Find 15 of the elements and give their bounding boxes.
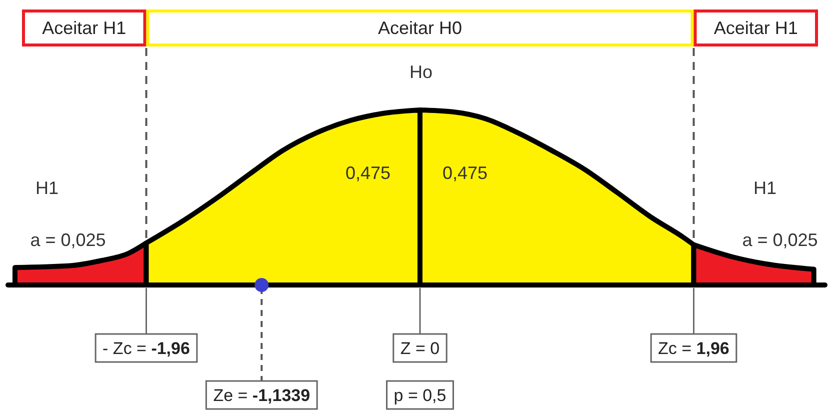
text: p = 0,5: [394, 386, 446, 405]
text: Ho: [409, 62, 433, 82]
text: Aceitar H1: [42, 18, 126, 38]
annotation: 0,475: [442, 163, 488, 183]
annotation: Ze = -1,1339: [213, 386, 310, 405]
annotation: H1: [753, 178, 777, 198]
annotation: a = 0,025: [30, 230, 106, 250]
annotation: H1: [35, 178, 59, 198]
annotation: 0,475: [345, 163, 391, 183]
x-tick-label: Z = 0: [400, 339, 440, 358]
text: Aceitar H0: [378, 18, 462, 38]
text: Aceitar H1: [714, 18, 798, 38]
annotation: a = 0,025: [742, 230, 818, 250]
x-tick-label: Zc = 1,96: [658, 339, 730, 358]
x-tick-label: - Zc = -1,96: [102, 339, 190, 358]
